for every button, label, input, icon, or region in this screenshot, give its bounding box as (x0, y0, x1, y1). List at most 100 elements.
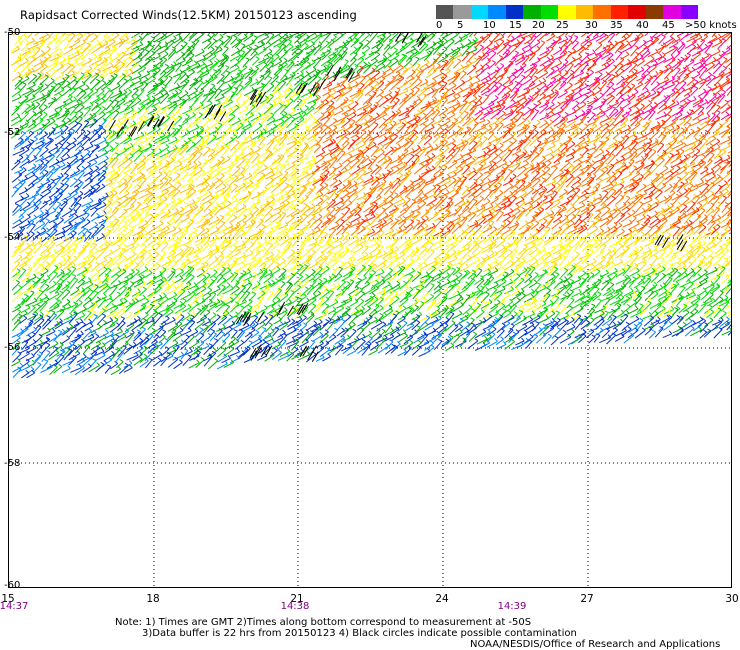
wind-barb (712, 64, 722, 75)
wind-barb-flag (278, 34, 283, 39)
wind-barb-flag (682, 67, 687, 71)
wind-barb-flag (269, 167, 274, 171)
wind-barb-flag (709, 40, 714, 44)
wind-barb-flag (506, 76, 511, 80)
wind-barb-flag (114, 67, 119, 70)
wind-barb (699, 55, 710, 62)
wind-barb-flag (596, 53, 601, 57)
wind-barb (84, 145, 94, 151)
wind-barb-flag (694, 33, 698, 38)
wind-barb-flag (382, 106, 387, 110)
wind-barb-flag (236, 100, 240, 105)
wind-barb (444, 51, 455, 57)
wind-barb-flag (290, 61, 295, 65)
wind-barb-flag (436, 53, 441, 57)
wind-barb (270, 37, 283, 46)
wind-barb-flag (472, 167, 477, 171)
wind-barb (445, 33, 454, 38)
wind-barb (720, 101, 729, 110)
wind-barb (683, 54, 691, 63)
wind-barb-flag (590, 90, 595, 94)
wind-barb (685, 130, 695, 140)
wind-barb-flag (676, 35, 681, 40)
wind-barb (599, 33, 606, 38)
wind-barb (90, 80, 101, 91)
wind-barb (678, 33, 689, 42)
wind-barb-flag (88, 65, 93, 70)
wind-barb (574, 79, 583, 86)
wind-barb-flag (674, 39, 679, 44)
wind-barb (158, 48, 169, 55)
wind-barb-flag (75, 157, 79, 162)
legend-color-7 (558, 5, 576, 19)
wind-barb-flag (511, 35, 515, 40)
wind-barb-flag (66, 80, 71, 84)
wind-barb-flag (606, 44, 611, 48)
wind-barb (320, 33, 331, 38)
wind-barb-flag (295, 45, 300, 49)
wind-barb (207, 76, 218, 84)
wind-barb-flag (224, 96, 229, 101)
wind-barb-flag (615, 158, 620, 163)
wind-barb-flag (198, 80, 204, 83)
wind-barb-flag (171, 46, 176, 50)
wind-barb-flag (324, 73, 329, 77)
wind-barb (112, 111, 120, 121)
wind-barb (147, 71, 158, 81)
wind-barb-flag (428, 50, 433, 54)
wind-barb-flag (693, 95, 697, 100)
wind-barb-flag (105, 155, 109, 159)
wind-barb-flag (168, 100, 173, 105)
wind-barb (655, 33, 664, 39)
wind-barb-flag (591, 112, 596, 115)
wind-barb-flag (282, 37, 287, 41)
wind-barb-flag (430, 46, 435, 50)
wind-barb-flag (602, 79, 607, 83)
wind-barb (151, 55, 161, 61)
wind-barb-flag (340, 90, 345, 93)
wind-barb (266, 85, 275, 93)
wind-barb-flag (355, 80, 359, 85)
wind-barb (670, 33, 675, 37)
wind-barb (175, 54, 186, 62)
wind-barb-flag (43, 111, 48, 115)
wind-barb (481, 89, 491, 96)
wind-barb-flag (671, 81, 675, 85)
wind-barb (70, 81, 79, 91)
wind-barb (278, 51, 288, 60)
wind-barb-flag (592, 147, 597, 151)
wind-barb-flag (172, 127, 177, 131)
wind-barb-flag (361, 51, 366, 56)
wind-barb (521, 33, 534, 39)
wind-barb-flag (246, 95, 251, 99)
wind-barb-flag (94, 101, 99, 105)
wind-barb-flag (513, 44, 518, 48)
wind-barb-flag (119, 38, 123, 42)
wind-barb (227, 67, 240, 75)
legend-color-14 (680, 5, 699, 19)
wind-barb-flag (522, 166, 527, 170)
wind-barb-flag (102, 80, 107, 84)
wind-barb-flag (528, 45, 533, 49)
wind-barb-flag (309, 113, 314, 117)
wind-barb-flag (82, 39, 86, 43)
wind-barb (664, 39, 676, 48)
wind-barb (546, 35, 556, 42)
wind-barb-flag (590, 69, 595, 73)
wind-barb-flag (719, 74, 724, 78)
wind-barb-flag (515, 87, 520, 91)
wind-barb (109, 85, 121, 92)
wind-barb (643, 112, 652, 121)
wind-barb (462, 90, 474, 98)
wind-barb-flag (115, 152, 120, 156)
wind-barb (88, 90, 99, 98)
wind-barb-flag (449, 59, 454, 62)
wind-barb-flag (388, 89, 393, 94)
wind-barb (321, 33, 331, 44)
wind-barb-flag (209, 51, 213, 55)
wind-barb (83, 68, 93, 74)
wind-barb-flag (318, 33, 323, 35)
wind-barb-flag (507, 43, 512, 47)
wind-barb (81, 44, 91, 54)
wind-barb-flag (326, 33, 331, 35)
